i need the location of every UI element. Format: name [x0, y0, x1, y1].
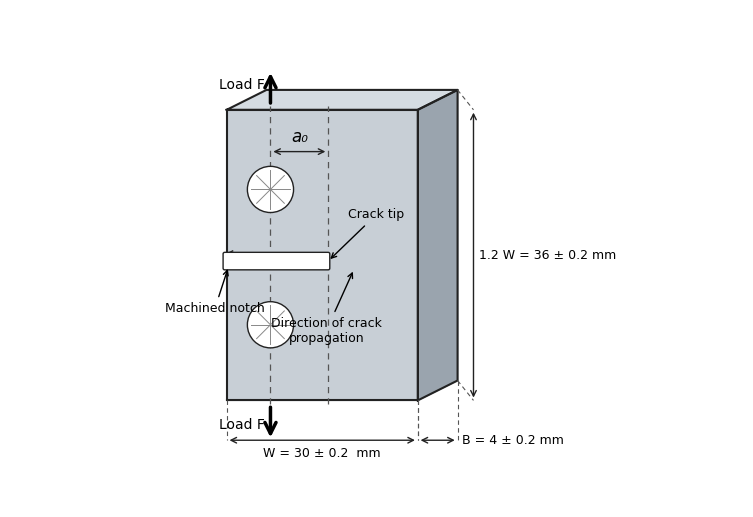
Text: Machined notch: Machined notch [165, 270, 265, 315]
Ellipse shape [248, 166, 294, 212]
Polygon shape [227, 110, 418, 400]
Text: Direction of crack
propagation: Direction of crack propagation [271, 273, 382, 345]
Polygon shape [227, 90, 458, 110]
Text: 1.2 W = 36 ± 0.2 mm: 1.2 W = 36 ± 0.2 mm [480, 249, 617, 262]
FancyBboxPatch shape [223, 252, 330, 270]
Text: a₀: a₀ [291, 128, 308, 146]
Ellipse shape [248, 302, 294, 348]
Text: B = 4 ± 0.2 mm: B = 4 ± 0.2 mm [462, 434, 563, 447]
Text: Crack tip: Crack tip [331, 208, 404, 258]
Text: Load F: Load F [218, 78, 264, 92]
Text: Load F: Load F [218, 418, 264, 432]
Polygon shape [418, 90, 458, 400]
Text: W = 30 ± 0.2  mm: W = 30 ± 0.2 mm [264, 447, 381, 461]
